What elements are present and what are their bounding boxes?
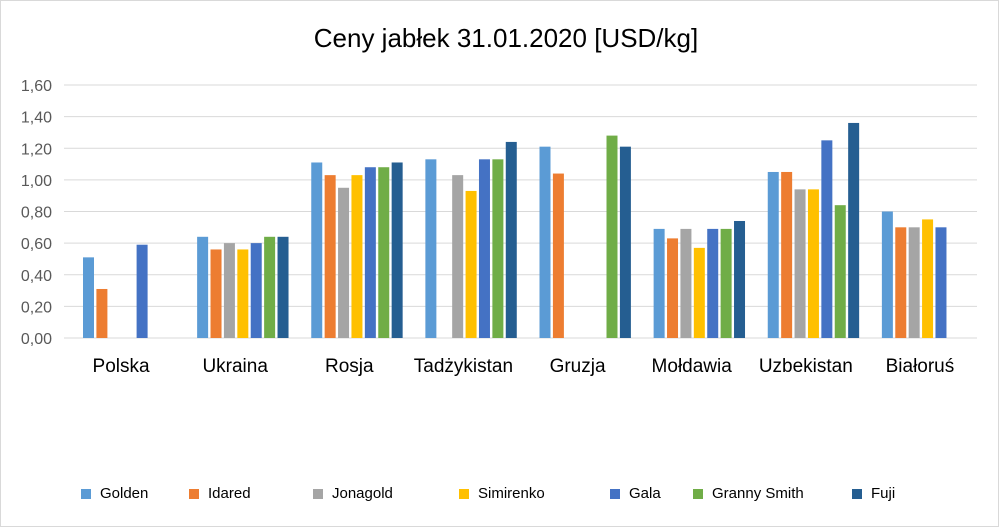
legend-item: Golden [81, 485, 148, 502]
bar [223, 243, 235, 338]
bar [821, 140, 833, 338]
bar [324, 175, 336, 338]
legend-swatch [313, 489, 323, 499]
bar [734, 220, 746, 338]
legend-swatch [610, 489, 620, 499]
bar [807, 189, 819, 338]
y-tick-label: 1,20 [21, 141, 52, 158]
bar [848, 122, 860, 338]
bar [539, 146, 551, 338]
x-category-label: Gruzja [550, 356, 606, 377]
bar [452, 175, 464, 338]
bar [606, 135, 618, 338]
legend: Golden Idared Jonagold Simirenko Gala Granny … [81, 485, 895, 502]
x-category-label: Rosja [325, 356, 374, 377]
bar [680, 228, 692, 338]
legend-label: Jonagold [332, 485, 393, 502]
bar [237, 249, 249, 338]
legend-swatch [81, 489, 91, 499]
bar [794, 189, 806, 338]
bar [492, 159, 504, 338]
x-category-label: Uzbekistan [759, 356, 853, 377]
bar [935, 227, 947, 338]
bars [83, 122, 947, 338]
bar [505, 141, 517, 338]
x-category-label: Białoruś [886, 356, 955, 377]
legend-label: Fuji [871, 485, 895, 502]
y-tick-label: 0,20 [21, 299, 52, 316]
x-category-label: Mołdawia [652, 356, 733, 377]
legend-item: Jonagold [313, 485, 393, 502]
legend-item: Granny Smith [693, 485, 804, 502]
chart-title: Ceny jabłek 31.01.2020 [USD/kg] [314, 23, 698, 53]
x-category-label: Polska [93, 356, 150, 377]
bar [619, 146, 631, 338]
y-axis-ticks: 0,00 0,20 0,40 0,60 0,80 1,00 1,20 1,40 1,60 [21, 78, 52, 348]
legend-label: Idared [208, 485, 251, 502]
legend-swatch [189, 489, 199, 499]
legend-label: Golden [100, 485, 148, 502]
legend-label: Granny Smith [712, 485, 804, 502]
bar [210, 249, 222, 338]
y-tick-label: 1,00 [21, 173, 52, 190]
bar [895, 227, 907, 338]
bar [136, 244, 148, 338]
bar [667, 238, 679, 338]
bar [720, 228, 732, 338]
y-tick-label: 1,40 [21, 110, 52, 127]
bar [767, 171, 779, 338]
legend-label: Gala [629, 485, 661, 502]
bar [881, 211, 893, 338]
bar [465, 190, 477, 338]
bar [834, 205, 846, 338]
bar [351, 175, 363, 338]
bar [391, 162, 403, 338]
bar [311, 162, 323, 338]
legend-swatch [459, 489, 469, 499]
bar [425, 159, 437, 338]
legend-item: Gala [610, 485, 661, 502]
bar [378, 167, 390, 338]
bar [264, 236, 276, 338]
bar [96, 288, 108, 338]
bar [338, 187, 350, 338]
y-tick-label: 0,40 [21, 268, 52, 285]
bar [922, 219, 934, 338]
bar [478, 159, 490, 338]
bar [83, 257, 94, 338]
legend-item: Idared [189, 485, 251, 502]
bar [197, 236, 209, 338]
y-tick-label: 0,00 [21, 331, 52, 348]
x-axis-category-labels: Polska Ukraina Rosja Tadżykistan Gruzja Mołda… [93, 356, 955, 377]
y-tick-label: 1,60 [21, 78, 52, 95]
legend-swatch [852, 489, 862, 499]
legend-label: Simirenko [478, 485, 545, 502]
x-category-label: Ukraina [202, 356, 268, 377]
legend-item: Fuji [852, 485, 895, 502]
bar [250, 243, 262, 338]
bar [552, 173, 564, 338]
y-tick-label: 0,60 [21, 236, 52, 253]
bar [364, 167, 376, 338]
bar [277, 236, 289, 338]
bar [653, 228, 665, 338]
legend-item: Simirenko [459, 485, 545, 502]
x-category-label: Tadżykistan [414, 356, 513, 377]
bar [707, 228, 719, 338]
y-tick-label: 0,80 [21, 205, 52, 222]
bar [693, 247, 705, 338]
legend-swatch [693, 489, 703, 499]
bar [781, 171, 793, 338]
bar [908, 227, 920, 338]
